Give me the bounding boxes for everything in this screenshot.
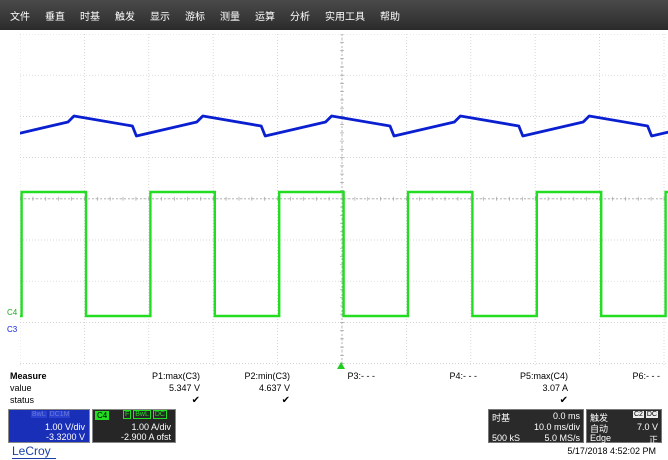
c4-badge-dc: DC xyxy=(152,410,167,419)
param-name[interactable]: P3:- - - xyxy=(347,371,375,381)
trigger-slope: 正 xyxy=(648,435,658,445)
menu-item[interactable]: 垂直 xyxy=(45,11,65,23)
timebase-samples: 500 kS xyxy=(492,433,521,443)
c4-scale: 1.00 A/div xyxy=(131,422,171,432)
timebase-label: 时基 xyxy=(492,413,511,423)
c4-marker: C4 xyxy=(7,308,18,317)
param-name[interactable]: P6:- - - xyxy=(632,371,660,381)
c4-tag: C4 xyxy=(95,411,110,420)
status-check-icon: ✔ xyxy=(191,395,200,406)
status-check-icon: ✔ xyxy=(281,395,290,406)
measure-table[interactable]: Measure P1:max(C3) P2:min(C3) P3:- - - P… xyxy=(0,369,668,409)
menu-bar: 文件 垂直 时基 触发 显示 游标 测量 运算 分析 实用工具 帮助 xyxy=(0,0,668,30)
param-name[interactable]: P5:max(C4) xyxy=(519,371,568,381)
trigger-source-badge: C2 xyxy=(632,411,644,418)
param-name[interactable]: P4:- - - xyxy=(449,371,477,381)
c3-badge-dc: DC1M xyxy=(48,411,71,418)
param-value: 3.07 A xyxy=(542,383,568,393)
c3-marker: C3 xyxy=(7,325,18,334)
lecroy-logo: LeCroy xyxy=(12,444,56,459)
measure-title: Measure xyxy=(10,371,47,381)
menu-item[interactable]: 测量 xyxy=(220,11,240,23)
menu-item[interactable]: 文件 xyxy=(10,11,30,23)
param-value: 4.637 V xyxy=(258,383,290,393)
c3-badge-bwl: BwL xyxy=(31,411,47,418)
value-label: value xyxy=(10,383,32,393)
c4-badge-f: F xyxy=(123,410,132,419)
trigger-mode: 自动 xyxy=(590,424,609,434)
c3-trace xyxy=(20,114,668,138)
menu-item[interactable]: 时基 xyxy=(80,11,100,23)
waveform-svg xyxy=(20,34,668,366)
menu-item[interactable]: 游标 xyxy=(185,11,205,23)
trigger-coupling-badge: DC xyxy=(645,411,658,418)
menu-item[interactable]: 运算 xyxy=(255,11,275,23)
c3-scale: 1.00 V/div xyxy=(44,422,85,432)
status-check-icon: ✔ xyxy=(559,395,568,406)
menu-item[interactable]: 触发 xyxy=(115,11,135,23)
c3-tag: C3 xyxy=(11,411,22,420)
status-label: status xyxy=(10,395,35,405)
param-name[interactable]: P2:min(C3) xyxy=(244,371,290,381)
c4-offset: -2.900 A ofst xyxy=(120,432,171,442)
menu-item[interactable]: 显示 xyxy=(150,11,170,23)
c4-badge-bwl: BwL xyxy=(133,410,151,419)
trigger-position-marker xyxy=(337,362,345,369)
menu-item[interactable]: 帮助 xyxy=(380,11,400,23)
timestamp: 5/17/2018 4:52:02 PM xyxy=(567,446,656,456)
trigger-level: 7.0 V xyxy=(636,422,658,432)
timebase-delay: 0.0 ms xyxy=(552,411,580,421)
param-value: 5.347 V xyxy=(168,383,200,393)
c4-descriptor[interactable]: C4 F BwL DC 1.00 A/div -2.900 A ofst xyxy=(92,409,176,443)
param-name[interactable]: P1:max(C3) xyxy=(151,371,200,381)
brand-text: LeCroy xyxy=(12,444,51,458)
waveform-display[interactable] xyxy=(20,34,668,366)
timebase-rate: 5.0 MS/s xyxy=(544,433,580,443)
menu-item[interactable]: 分析 xyxy=(290,11,310,23)
trigger-label: 触发 xyxy=(590,413,609,423)
trigger-descriptor[interactable]: 触发 C2 DC 自动 7.0 V Edge 正 xyxy=(586,409,662,445)
timebase-scale: 10.0 ms/div xyxy=(533,422,580,432)
trigger-type: Edge xyxy=(590,433,612,443)
c3-descriptor[interactable]: C3 BwL DC1M 1.00 V/div -3.3200 V xyxy=(8,409,90,443)
timebase-descriptor[interactable]: 时基 0.0 ms 10.0 ms/div 500 kS 5.0 MS/s xyxy=(488,409,584,443)
menu-item[interactable]: 实用工具 xyxy=(325,11,365,23)
c4-trace xyxy=(20,190,668,318)
c3-offset: -3.3200 V xyxy=(45,432,85,442)
